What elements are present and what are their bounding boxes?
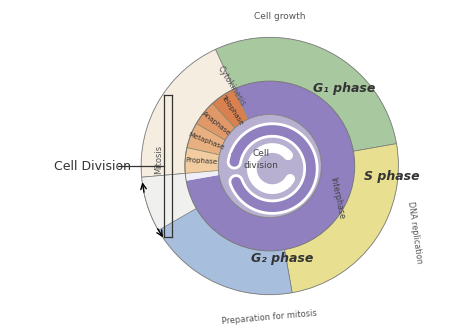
Wedge shape — [143, 166, 292, 294]
Text: Cell growth: Cell growth — [255, 12, 306, 21]
Wedge shape — [212, 89, 248, 128]
Circle shape — [219, 115, 321, 217]
Text: Anaphase: Anaphase — [201, 110, 232, 136]
Wedge shape — [187, 124, 225, 155]
Text: Prophase: Prophase — [186, 157, 218, 166]
Wedge shape — [196, 104, 235, 140]
Text: S phase: S phase — [364, 170, 420, 183]
Text: Mitosis: Mitosis — [154, 145, 163, 174]
Wedge shape — [141, 49, 270, 177]
Wedge shape — [185, 89, 248, 181]
Text: Metaphase: Metaphase — [187, 131, 225, 151]
Wedge shape — [142, 166, 270, 230]
Wedge shape — [185, 148, 219, 173]
Text: Telophase: Telophase — [220, 93, 244, 125]
Text: G₂ phase: G₂ phase — [252, 252, 314, 265]
Wedge shape — [270, 144, 398, 292]
Text: Cell Division: Cell Division — [54, 159, 131, 173]
Text: Interphase: Interphase — [328, 176, 346, 220]
Wedge shape — [186, 81, 355, 251]
Text: Cell
division: Cell division — [243, 149, 278, 170]
Wedge shape — [216, 38, 396, 166]
Text: Preparation for mitosis: Preparation for mitosis — [222, 309, 318, 326]
Wedge shape — [185, 81, 355, 251]
Text: Cytokinesis: Cytokinesis — [216, 64, 248, 108]
Text: DNA replication: DNA replication — [406, 201, 424, 265]
Circle shape — [141, 38, 398, 294]
Text: G₁ phase: G₁ phase — [313, 82, 375, 95]
